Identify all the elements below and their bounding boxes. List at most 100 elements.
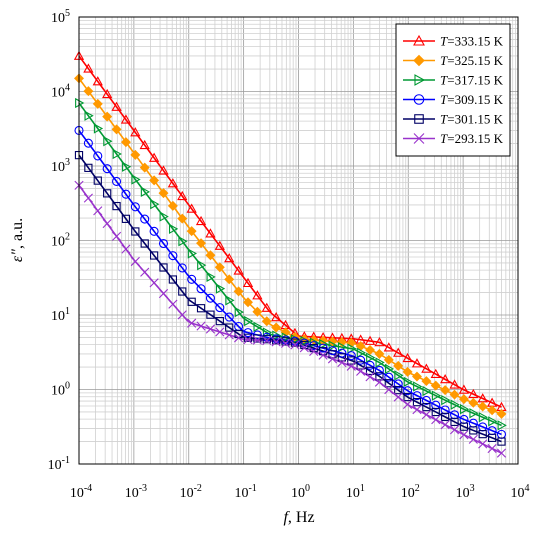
marker-x	[487, 443, 497, 454]
marker-square	[459, 422, 469, 431]
marker-diamond	[430, 380, 441, 391]
marker-square	[337, 353, 346, 362]
marker-diamond	[92, 98, 103, 109]
marker-diamond	[139, 162, 150, 173]
marker-diamond	[177, 213, 188, 224]
series-markers	[73, 50, 507, 458]
x-tick-label: 10-3	[125, 483, 147, 501]
marker-x	[262, 336, 272, 346]
legend-item: T=309.15 K	[403, 92, 504, 107]
x-axis-title: f, Hz	[283, 509, 314, 526]
marker-square	[365, 366, 375, 375]
marker-x	[149, 278, 159, 288]
marker-triangle-up	[413, 34, 425, 46]
marker-x	[234, 333, 244, 343]
x-tick-label: 104	[511, 483, 530, 501]
marker-circle	[177, 263, 187, 273]
marker-triangle-right	[375, 357, 385, 368]
marker-diamond	[205, 250, 216, 261]
marker-diamond	[336, 337, 347, 348]
marker-square	[431, 407, 440, 417]
marker-triangle-right	[422, 385, 432, 397]
y-tick-label-base: 10	[48, 458, 62, 473]
marker-x	[83, 193, 93, 203]
marker-x	[187, 318, 197, 328]
marker-square	[187, 297, 196, 306]
x-tick-label-base: 10	[346, 486, 360, 501]
y-tick-label-exp: 0	[65, 381, 70, 392]
legend-item: T=301.15 K	[403, 112, 504, 127]
marker-circle	[215, 303, 225, 313]
marker-x	[421, 410, 431, 420]
marker-square	[206, 310, 215, 319]
legend-label: T=317.15 K	[440, 73, 504, 88]
series-line-0	[78, 55, 502, 408]
marker-triangle-up	[440, 374, 451, 384]
y-axis-title: ε", a.u.	[9, 218, 26, 262]
marker-triangle-right	[103, 136, 113, 147]
x-tick-label-exp: 0	[305, 483, 310, 494]
marker-square	[159, 263, 168, 272]
marker-circle	[149, 226, 159, 236]
marker-circle	[158, 238, 169, 249]
legend-label: T=333.15 K	[440, 34, 504, 49]
marker-square	[140, 239, 149, 248]
marker-circle	[196, 284, 206, 294]
series-line-2	[78, 102, 502, 427]
marker-triangle-right	[497, 420, 507, 431]
legend-item: T=325.15 K	[403, 53, 504, 68]
marker-square	[356, 361, 365, 370]
marker-triangle-up	[271, 311, 282, 322]
marker-diamond	[130, 149, 141, 160]
marker-diamond	[421, 376, 432, 387]
y-tick-label-base: 10	[51, 235, 65, 250]
marker-diamond	[413, 54, 425, 67]
marker-x	[365, 372, 375, 382]
x-tick-label: 102	[401, 483, 420, 501]
marker-square	[414, 114, 424, 124]
marker-triangle-right	[150, 199, 160, 210]
marker-triangle-up	[430, 368, 441, 378]
marker-diamond	[458, 394, 469, 405]
marker-circle	[365, 360, 375, 370]
marker-triangle-right	[319, 338, 329, 350]
marker-triangle-right	[414, 74, 426, 86]
marker-triangle-up	[167, 178, 179, 188]
marker-diamond	[477, 401, 488, 412]
marker-square	[328, 350, 337, 359]
marker-x	[243, 335, 253, 345]
y-tick-label-base: 10	[51, 384, 65, 399]
marker-diamond	[487, 405, 498, 416]
legend-label: T=293.15 K	[440, 131, 504, 146]
marker-x	[337, 357, 347, 368]
series-markers-1	[74, 73, 507, 419]
marker-triangle-up	[364, 335, 376, 345]
marker-circle	[168, 251, 178, 261]
marker-triangle-right	[262, 327, 273, 338]
x-tick-label: 10-2	[180, 483, 202, 501]
marker-x	[327, 354, 338, 364]
marker-x	[412, 405, 422, 415]
y-tick-label-exp: 2	[65, 232, 70, 243]
marker-square	[347, 356, 356, 365]
y-axis-var: ε"	[9, 249, 26, 262]
marker-square	[290, 338, 300, 347]
marker-triangle-up	[383, 342, 394, 352]
marker-triangle-up	[393, 347, 404, 357]
marker-circle	[130, 202, 140, 212]
x-tick-label-base: 10	[234, 486, 248, 501]
marker-circle	[346, 351, 356, 361]
marker-x	[309, 346, 319, 357]
x-tick-label-exp: 1	[360, 483, 365, 494]
marker-x	[431, 415, 441, 425]
marker-x	[224, 330, 234, 340]
marker-triangle-right	[112, 148, 122, 160]
marker-x	[177, 310, 187, 320]
marker-triangle-up	[242, 277, 254, 288]
marker-x	[121, 244, 131, 254]
marker-x	[384, 385, 394, 395]
marker-x	[374, 377, 385, 387]
marker-circle	[205, 293, 215, 303]
x-tick-label-base: 10	[70, 486, 84, 501]
marker-circle	[413, 94, 425, 105]
